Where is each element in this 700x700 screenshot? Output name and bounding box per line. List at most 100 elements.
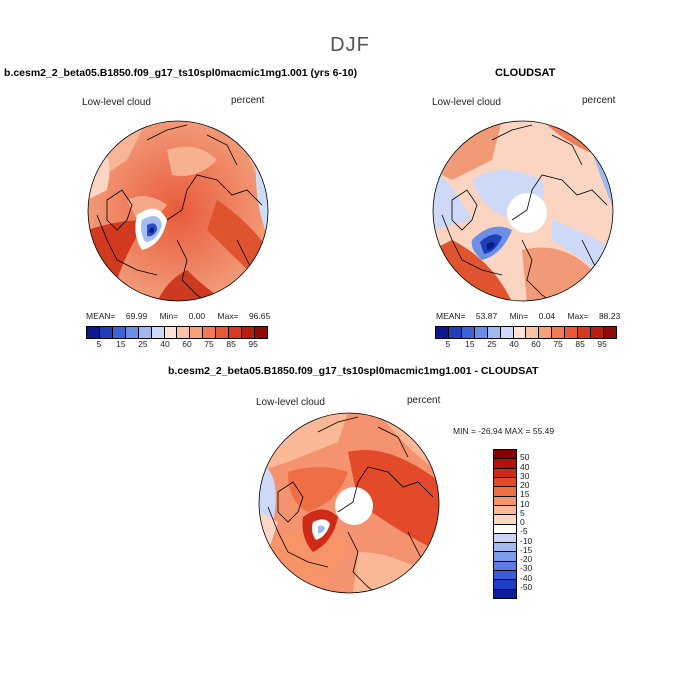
panel1-colorbar-swatch [228,327,242,338]
panel2-mean: 53.87 [475,311,498,321]
panel1-colorbar-tick-label: 25 [138,339,148,349]
panel1-colorbar-swatch [124,327,138,338]
panel3-colorbar-tick-label: -30 [520,563,533,574]
panel2-colorbar-tick-label: 75 [553,339,563,349]
panel2-min: 0.04 [538,311,556,321]
panel1-header: b.cesm2_2_beta05.B1850.f09_g17_ts10spl0m… [4,67,358,79]
panel1-colorbar-swatch [202,327,216,338]
panel3-colorbar-swatch [494,570,516,580]
panel2-colorbar-swatch [460,327,474,338]
panel1-colorbar-tick-label: 60 [182,339,192,349]
panel1-colorbar-tick-label: 40 [160,339,170,349]
panel2-colorbar-swatch [602,327,616,338]
panel3-colorbar-swatch [494,495,516,505]
panel1-colorbar-swatch [163,327,177,338]
panel2-colorbar-swatch [499,327,513,338]
panel1-units-label: percent [231,95,265,106]
panel1-colorbar-swatch [189,327,203,338]
panel1-colorbar-swatch [176,327,190,338]
panel2-colorbar-swatch [538,327,552,338]
panel1-colorbar [86,326,268,339]
panel2-colorbar-swatch [512,327,526,338]
panel3-header: b.cesm2_2_beta05.B1850.f09_g17_ts10spl0m… [168,365,539,377]
panel1-colorbar-tick-label: 95 [248,339,258,349]
panel3-colorbar-swatch [494,588,516,598]
panel3-colorbar-swatch [494,467,516,477]
panel1-colorbar-swatch [150,327,164,338]
panel1-colorbar-swatch [137,327,151,338]
panel3-colorbar [493,449,517,599]
panel2-colorbar-swatch [564,327,578,338]
panel1-mean: 69.99 [125,311,148,321]
panel1-min-label: Min= [159,311,179,321]
panel3-colorbar-tick-label: 20 [520,480,530,490]
panel2-header: CLOUDSAT [495,67,556,79]
panel2-colorbar-swatch [447,327,461,338]
panel2-colorbar-swatch [590,327,603,338]
panel3-colorbar-swatch [494,532,516,543]
panel1-colorbar-ticks: 5 15 25 40 60 75 85 95 [86,339,266,351]
panel3-colorbar-tick-label: 30 [520,470,530,481]
panel3-colorbar-tick-label: -40 [520,572,533,583]
panel3-colorbar-swatch [494,523,516,533]
panel3-colorbar-swatch [494,560,516,571]
panel1-colorbar-tick-label: 5 [96,339,102,349]
panel1-colorbar-swatch [215,327,229,338]
panel3-colorbar-tick-label: -20 [520,554,533,564]
panel3-colorbar-tick-label: 40 [520,461,530,472]
panel3-colorbar-tick-label: -15 [520,544,533,555]
panel3-colorbar-tick-label: 15 [520,489,530,500]
panel3-colorbar-swatch [494,450,516,459]
panel2-colorbar-ticks: 5 15 25 40 60 75 85 95 [435,339,615,351]
panel1-colorbar-tick-label: 85 [226,339,236,349]
panel2-colorbar-swatch [551,327,565,338]
panel3-stats: MIN = -26.94 MAX = 55.49 [453,426,555,436]
panel1-max-label: Max= [217,311,239,321]
panel1-colorbar-swatch [253,327,267,338]
panel2-mean-label: MEAN= [436,311,466,321]
panel1-colorbar-swatch [241,327,254,338]
figure-title: DJF [330,34,370,56]
panel3-colorbar-ticks: 50 40 30 20 15 10 5 0 -5 -10 -15 -20 -30 -40 -50 [520,449,560,597]
panel1-max: 96.65 [248,311,271,321]
panel3-colorbar-swatch [494,458,516,468]
panel3-variable-label: Low-level cloud [256,397,325,408]
panel1-colorbar-swatch [98,327,112,338]
panel2-min-label: Min= [509,311,529,321]
panel1-min: 0.00 [188,311,206,321]
panel2-colorbar-swatch [525,327,539,338]
panel2-stats: MEAN= 53.87 Min= 0.04 Max= 88.23 [436,311,620,321]
panel3-colorbar-tick-label: 0 [520,517,525,527]
panel1-colorbar-swatch [111,327,125,338]
panel3-colorbar-swatch [494,486,516,496]
panel2-max: 88.23 [598,311,621,321]
panel1-polar-map [87,120,269,302]
panel3-colorbar-swatch [494,542,516,552]
panel1-stats: MEAN= 69.99 Min= 0.00 Max= 96.65 [86,311,270,321]
panel3-colorbar-tick-label: -5 [520,526,528,537]
panel2-units-label: percent [582,95,616,106]
panel2-colorbar-swatch [486,327,500,338]
panel2-colorbar-swatch [436,327,448,338]
panel3-colorbar-swatch [494,551,516,561]
panel2-polar-map [432,120,614,302]
panel3-colorbar-swatch [494,514,516,524]
panel3-colorbar-tick-label: -50 [520,581,533,592]
panel3-colorbar-swatch [494,476,516,487]
panel2-colorbar-tick-label: 95 [597,339,607,349]
panel1-mean-label: MEAN= [86,311,116,321]
panel2-colorbar-tick-label: 40 [509,339,519,349]
panel1-colorbar-swatch [87,327,99,338]
panel3-polar-map [258,412,440,594]
panel2-max-label: Max= [567,311,589,321]
panel1-colorbar-tick-label: 75 [204,339,214,349]
panel1-variable-label: Low-level cloud [82,97,151,108]
panel3-colorbar-tick-label: 5 [520,507,525,518]
panel2-colorbar [435,326,617,339]
panel2-colorbar-swatch [473,327,487,338]
panel2-variable-label: Low-level cloud [432,97,501,108]
panel3-colorbar-tick-label: -10 [520,535,533,546]
panel2-colorbar-tick-label: 15 [465,339,475,349]
panel3-colorbar-tick-label: 10 [520,498,530,509]
panel2-colorbar-swatch [577,327,591,338]
